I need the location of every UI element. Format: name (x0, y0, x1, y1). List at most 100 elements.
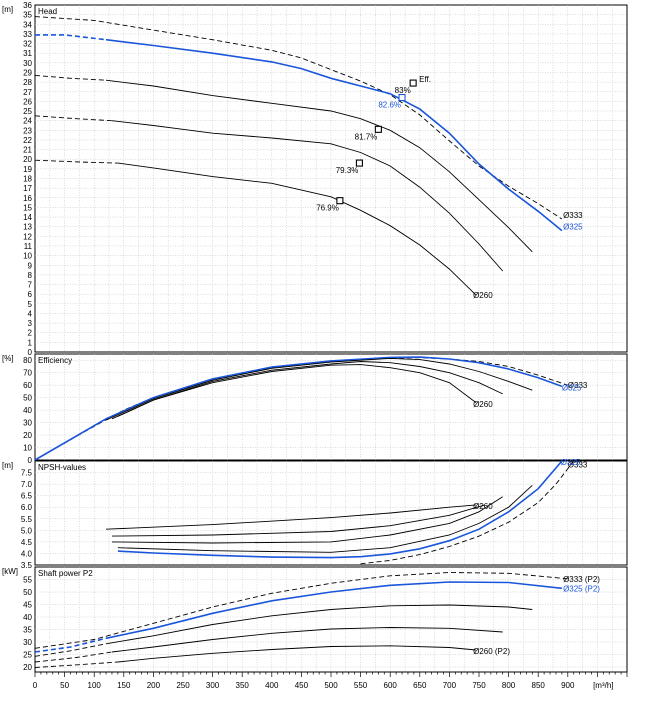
series-line (111, 361, 503, 420)
series-line-dashed-part (34, 115, 113, 122)
curve-label: Ø260 (473, 502, 493, 511)
y-tick-label: 10 (23, 252, 32, 261)
efficiency-annotation: Eff. (419, 75, 431, 84)
y-tick-label: 8 (28, 271, 33, 280)
y-tick-label: 7.5 (21, 469, 33, 478)
panel-title: Head (38, 7, 57, 16)
y-tick-label: 22 (23, 136, 32, 145)
x-tick-label: 250 (176, 681, 190, 690)
series-line (105, 357, 533, 421)
panel-title: Shaft power P2 (38, 569, 93, 578)
y-tick-label: 6.0 (21, 503, 33, 512)
curve-label: Ø325 (563, 223, 583, 232)
curve-label: Ø333 (568, 381, 588, 390)
efficiency-annotation: 82.6% (378, 101, 401, 110)
y-tick-label: 31 (23, 49, 32, 58)
series-line (105, 504, 477, 530)
x-tick-label: 750 (472, 681, 486, 690)
x-tick-label: 50 (60, 681, 69, 690)
series-line-dashed-part (34, 74, 107, 81)
y-tick-label: 23 (23, 126, 32, 135)
efficiency-point-marker (336, 197, 344, 205)
y-tick-label: 50 (23, 588, 32, 597)
y-tick-label: 9 (28, 261, 33, 270)
y-tick-label: 25 (23, 107, 32, 116)
series-line (111, 120, 504, 272)
x-tick-label: 800 (502, 681, 516, 690)
y-unit-label: [m] (2, 5, 13, 14)
curve-label: Ø325 (561, 458, 581, 467)
x-tick-label: 500 (324, 681, 338, 690)
series-line-dashed-part (34, 651, 113, 663)
y-tick-label: 34 (23, 20, 32, 29)
efficiency-point-marker (398, 93, 406, 102)
x-tick-label: 700 (443, 681, 457, 690)
y-tick-label: 70 (23, 369, 32, 378)
y-tick-label: 2 (28, 329, 33, 338)
y-tick-label: 5.5 (21, 515, 33, 524)
y-tick-label: 20 (23, 155, 32, 164)
y-tick-label: 0 (28, 348, 33, 357)
x-tick-label: 900 (561, 681, 575, 690)
y-tick-label: 7 (28, 281, 33, 290)
series-line (360, 460, 575, 565)
y-tick-label: 6 (28, 290, 33, 299)
y-tick-label: 33 (23, 30, 32, 39)
x-tick-label: 550 (354, 681, 368, 690)
y-tick-label: 26 (23, 97, 32, 106)
x-tick-label: 350 (236, 681, 250, 690)
y-tick-label: 20 (23, 663, 32, 672)
y-tick-label: 35 (23, 626, 32, 635)
y-tick-label: 29 (23, 68, 32, 77)
y-tick-label: 21 (23, 146, 32, 155)
y-tick-label: 19 (23, 165, 32, 174)
y-tick-label: 30 (23, 638, 32, 647)
efficiency-point-marker (374, 125, 382, 133)
x-tick-label: 450 (295, 681, 309, 690)
y-unit-label: [kW] (2, 567, 18, 576)
y-tick-label: 4.5 (21, 538, 33, 547)
y-tick-label: 5.0 (21, 526, 33, 535)
x-unit-label: [m³/h] (593, 681, 613, 690)
y-tick-label: 3 (28, 319, 33, 328)
y-tick-label: 5 (28, 300, 33, 309)
series-line (105, 38, 563, 232)
y-tick-label: 80 (23, 356, 32, 365)
y-tick-label: 13 (23, 223, 32, 232)
series-line (34, 356, 563, 461)
panel-power: 20 25 30 35 40 45 50 55 [kW] Shaft power P2 Ø333 (… (2, 566, 628, 673)
y-tick-label: 55 (23, 576, 32, 585)
y-tick-label: 40 (23, 406, 32, 415)
y-tick-label: 50 (23, 394, 32, 403)
y-tick-label: 12 (23, 232, 32, 241)
series-line (105, 604, 533, 645)
y-tick-label: 17 (23, 184, 32, 193)
curve-label: Ø260 (P2) (473, 647, 510, 656)
series-line (117, 162, 477, 296)
efficiency-annotation: 83% (395, 86, 411, 95)
curve-label: Ø333 (568, 460, 588, 469)
y-tick-label: 4.0 (21, 549, 33, 558)
curve-label: Ø260 (473, 400, 493, 409)
curve-label: Ø333 (563, 211, 583, 220)
efficiency-annotation: 79.3% (336, 166, 359, 175)
y-tick-label: 30 (23, 59, 32, 68)
panel-head: 0123456789101112131415161718192021222324… (2, 1, 628, 357)
series-line (117, 460, 563, 559)
efficiency-point-marker (409, 79, 417, 87)
series-line (111, 504, 486, 537)
series-line-dashed-part (34, 643, 107, 657)
y-tick-label: 16 (23, 194, 32, 203)
series-line (34, 16, 563, 220)
y-tick-label: 25 (23, 651, 32, 660)
y-tick-label: 7.0 (21, 480, 33, 489)
efficiency-point-marker (355, 159, 363, 167)
series-line (117, 484, 533, 553)
y-tick-label: 60 (23, 381, 32, 390)
y-unit-label: [%] (2, 354, 14, 363)
y-tick-label: 45 (23, 601, 32, 610)
x-tick-label: 150 (117, 681, 131, 690)
y-tick-label: 24 (23, 117, 32, 126)
curve-label: Ø325 (P2) (563, 584, 600, 593)
y-tick-label: 3.5 (21, 561, 33, 570)
